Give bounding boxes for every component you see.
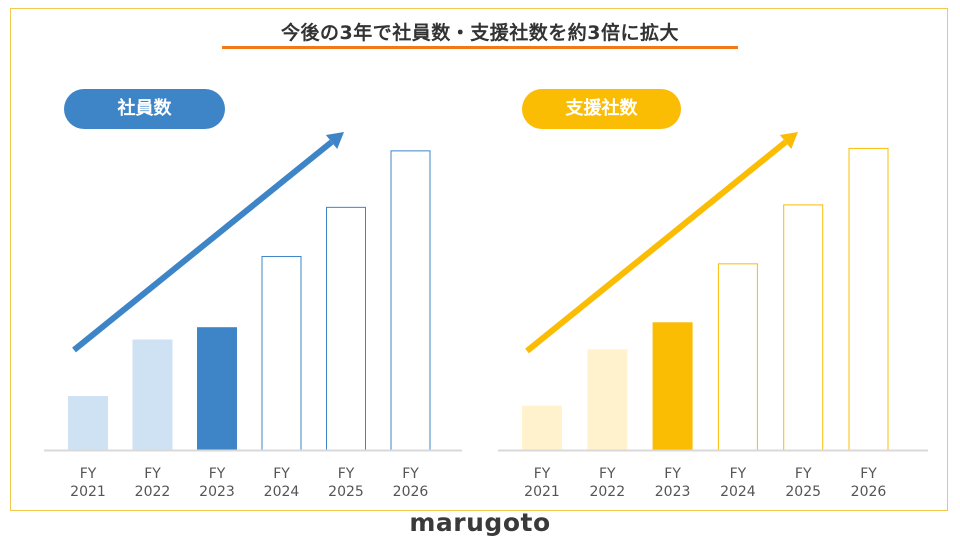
slide-frame [10, 8, 948, 511]
bar [390, 150, 431, 451]
bar [522, 405, 562, 450]
bar [197, 327, 237, 450]
trend-arrow-head [779, 132, 798, 150]
bar [848, 147, 889, 451]
clients-chart-label: 支援社数 [522, 89, 681, 129]
employees-chart-label: 社員数 [64, 89, 225, 129]
marugoto-logo: marugoto [409, 508, 551, 537]
bar [261, 255, 302, 451]
bar [587, 349, 628, 450]
trend-arrow-shaft [72, 139, 334, 353]
x-tick-label: FY 2026 [851, 466, 887, 500]
bar [132, 339, 173, 450]
trend-arrow-head [325, 132, 344, 150]
slide-title: 今後の3年で社員数・支援社数を約3倍に拡大 [281, 22, 679, 44]
x-tick-label: FY 2023 [655, 466, 691, 500]
x-tick-label: FY 2022 [589, 466, 625, 500]
x-tick-label: FY 2025 [785, 466, 821, 500]
bar [68, 395, 108, 450]
x-tick-label: FY 2024 [264, 466, 300, 500]
x-tick-label: FY 2022 [135, 466, 171, 500]
bar [326, 206, 366, 451]
bar [652, 322, 693, 450]
trend-arrow-shaft [525, 139, 788, 354]
x-tick-label: FY 2024 [720, 466, 756, 500]
x-tick-label: FY 2023 [199, 466, 235, 500]
bar [717, 263, 758, 451]
x-tick-label: FY 2021 [70, 466, 106, 500]
title-underline [222, 46, 738, 49]
bar [783, 204, 824, 451]
x-tick-label: FY 2021 [524, 466, 560, 500]
x-tick-label: FY 2026 [393, 466, 429, 500]
x-tick-label: FY 2025 [328, 466, 364, 500]
